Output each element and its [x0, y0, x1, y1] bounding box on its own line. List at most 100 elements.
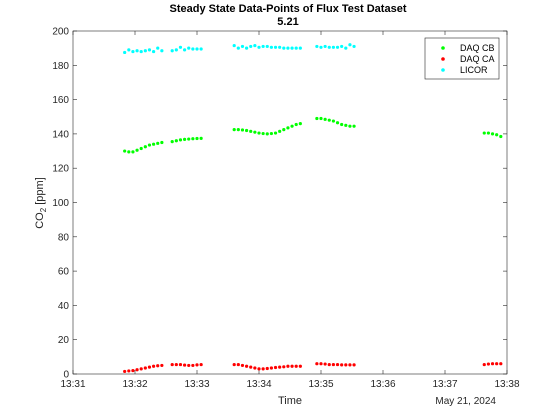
point-licor — [156, 46, 160, 50]
point-daq-cb — [265, 132, 269, 136]
point-daq-ca — [490, 362, 495, 366]
point-daq-ca — [290, 364, 294, 368]
point-daq-cb — [352, 124, 356, 128]
x-tick-label: 13:33 — [184, 379, 209, 390]
point-daq-ca — [327, 362, 331, 367]
point-licor — [183, 48, 187, 52]
y-axis-label-unit: [ppm] — [34, 177, 46, 208]
point-daq-cb — [286, 126, 290, 130]
point-daq-cb — [143, 145, 147, 149]
point-licor — [323, 44, 327, 49]
point-licor — [131, 49, 135, 54]
point-licor — [174, 48, 178, 52]
point-daq-cb — [482, 131, 486, 135]
point-daq-ca — [278, 365, 282, 369]
x-axis-label: Time — [278, 395, 302, 407]
legend-label-licor: LICOR — [460, 65, 488, 75]
point-daq-ca — [348, 363, 352, 367]
point-daq-cb — [240, 128, 245, 132]
x-axis: 13:31 13:32 13:33 13:34 13:35 13:36 13:37 13:38 — [60, 31, 520, 390]
point-daq-ca — [245, 364, 249, 368]
point-daq-cb — [335, 121, 340, 125]
point-daq-cb — [323, 117, 327, 121]
point-daq-cb — [123, 149, 127, 153]
point-daq-ca — [232, 362, 236, 367]
legend-box — [424, 37, 500, 80]
point-licor — [335, 45, 340, 49]
y-tick-label: 20 — [58, 335, 70, 346]
point-licor — [331, 45, 335, 49]
point-daq-cb — [319, 116, 323, 121]
point-licor — [340, 44, 344, 49]
point-daq-ca — [131, 368, 135, 373]
point-daq-cb — [340, 122, 344, 127]
point-daq-cb — [331, 119, 335, 123]
point-daq-cb — [187, 137, 191, 141]
legend-label-daq-ca: DAQ CA — [460, 54, 495, 64]
point-licor — [187, 46, 191, 50]
point-daq-cb — [199, 136, 203, 140]
point-daq-cb — [348, 124, 352, 128]
point-daq-cb — [282, 128, 286, 132]
point-daq-ca — [294, 364, 298, 368]
point-daq-ca — [253, 366, 257, 370]
point-daq-ca — [352, 363, 356, 367]
x-tick-label: 13:32 — [122, 379, 147, 390]
point-daq-ca — [147, 365, 152, 369]
y-tick-label: 40 — [58, 301, 70, 312]
point-licor — [327, 45, 331, 49]
point-daq-cb — [232, 128, 236, 132]
point-daq-ca — [319, 362, 323, 366]
point-daq-cb — [170, 140, 174, 144]
point-licor — [170, 49, 174, 53]
point-licor — [191, 47, 195, 51]
x-tick-label: 13:38 — [494, 379, 519, 390]
date-label: May 21, 2024 — [435, 396, 496, 407]
y-tick-label: 80 — [58, 232, 70, 243]
point-daq-cb — [147, 143, 152, 147]
point-daq-ca — [183, 363, 187, 367]
point-licor — [257, 45, 261, 49]
point-licor — [315, 44, 319, 49]
point-daq-ca — [335, 362, 340, 367]
y-axis: 0 20 40 60 80 100 120 140 160 180 200 — [52, 27, 507, 381]
legend-marker-daq-cb — [441, 46, 445, 50]
point-licor — [195, 47, 199, 51]
y-tick-label: 100 — [52, 198, 69, 209]
x-tick-label: 13:31 — [60, 379, 85, 390]
point-daq-cb — [183, 137, 187, 141]
point-licor — [178, 45, 183, 49]
point-licor — [282, 46, 286, 50]
point-licor — [348, 43, 352, 47]
point-daq-cb — [273, 131, 278, 135]
point-daq-ca — [286, 364, 290, 368]
point-licor — [249, 44, 253, 49]
point-licor — [294, 46, 298, 50]
point-licor — [298, 46, 302, 50]
y-tick-label: 140 — [52, 129, 69, 140]
point-daq-cb — [499, 134, 503, 139]
point-daq-cb — [490, 132, 495, 136]
point-daq-ca — [344, 363, 348, 367]
point-daq-ca — [160, 363, 164, 368]
point-daq-ca — [123, 369, 127, 374]
point-daq-cb — [160, 140, 164, 145]
point-daq-ca — [170, 362, 174, 367]
point-daq-ca — [195, 363, 199, 367]
y-tick-label: 180 — [52, 61, 69, 72]
point-licor — [269, 45, 273, 49]
point-daq-ca — [178, 362, 183, 367]
point-daq-cb — [131, 150, 135, 154]
point-daq-cb — [278, 129, 282, 133]
point-daq-cb — [495, 133, 499, 137]
y-tick-label: 120 — [52, 164, 69, 175]
point-daq-ca — [199, 362, 203, 367]
point-licor — [236, 46, 240, 50]
point-daq-cb — [290, 124, 294, 128]
legend-marker-daq-ca — [441, 57, 445, 61]
point-daq-ca — [495, 362, 499, 366]
point-licor — [265, 44, 269, 49]
point-daq-ca — [143, 366, 147, 370]
